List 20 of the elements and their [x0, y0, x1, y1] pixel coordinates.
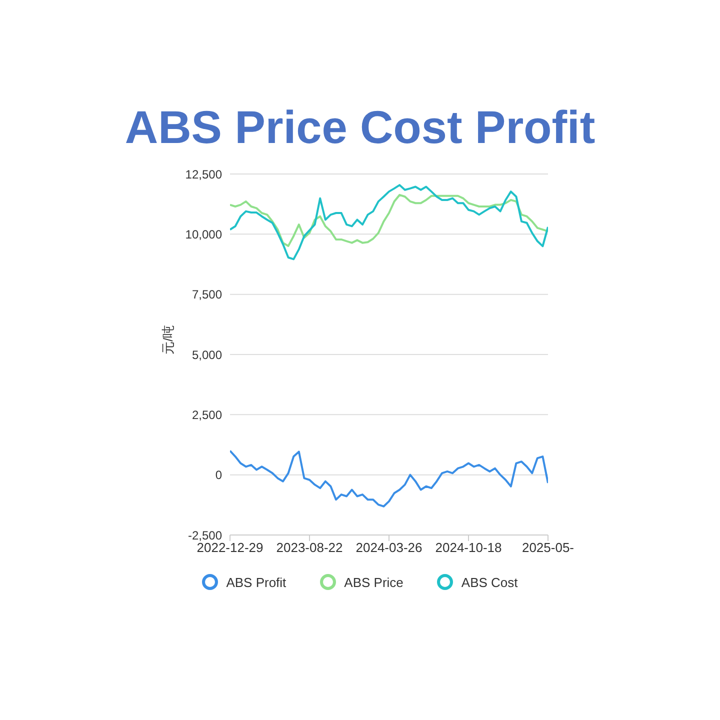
x-tick-label: 2023-08-22: [276, 540, 343, 556]
y-tick-label: -2,500: [188, 528, 222, 542]
y-tick-label: 5,000: [192, 348, 222, 362]
x-tick-label: 2024-03-26: [356, 540, 422, 556]
line-series: [230, 184, 548, 260]
y-tick-label: 12,500: [185, 167, 222, 182]
legend-label: ABS Price: [344, 574, 404, 590]
legend-label: ABS Profit: [226, 574, 286, 590]
y-tick-label: 0: [215, 468, 222, 482]
x-tick-label: 2024-10-18: [435, 540, 502, 556]
chart-title: ABS Price Cost Profit: [124, 100, 596, 154]
legend-label: ABS Cost: [461, 574, 518, 590]
y-tick-label: 2,500: [192, 408, 222, 422]
line-series: [230, 450, 548, 508]
y-tick-label: 7,500: [192, 288, 222, 302]
x-tick-label: 2022-12-29: [196, 540, 264, 556]
x-tick-label: 2025-05-: [522, 540, 574, 556]
y-axis-title: 元/吨: [160, 324, 176, 354]
line-series: [230, 194, 548, 247]
y-tick-label: 10,000: [185, 227, 222, 242]
